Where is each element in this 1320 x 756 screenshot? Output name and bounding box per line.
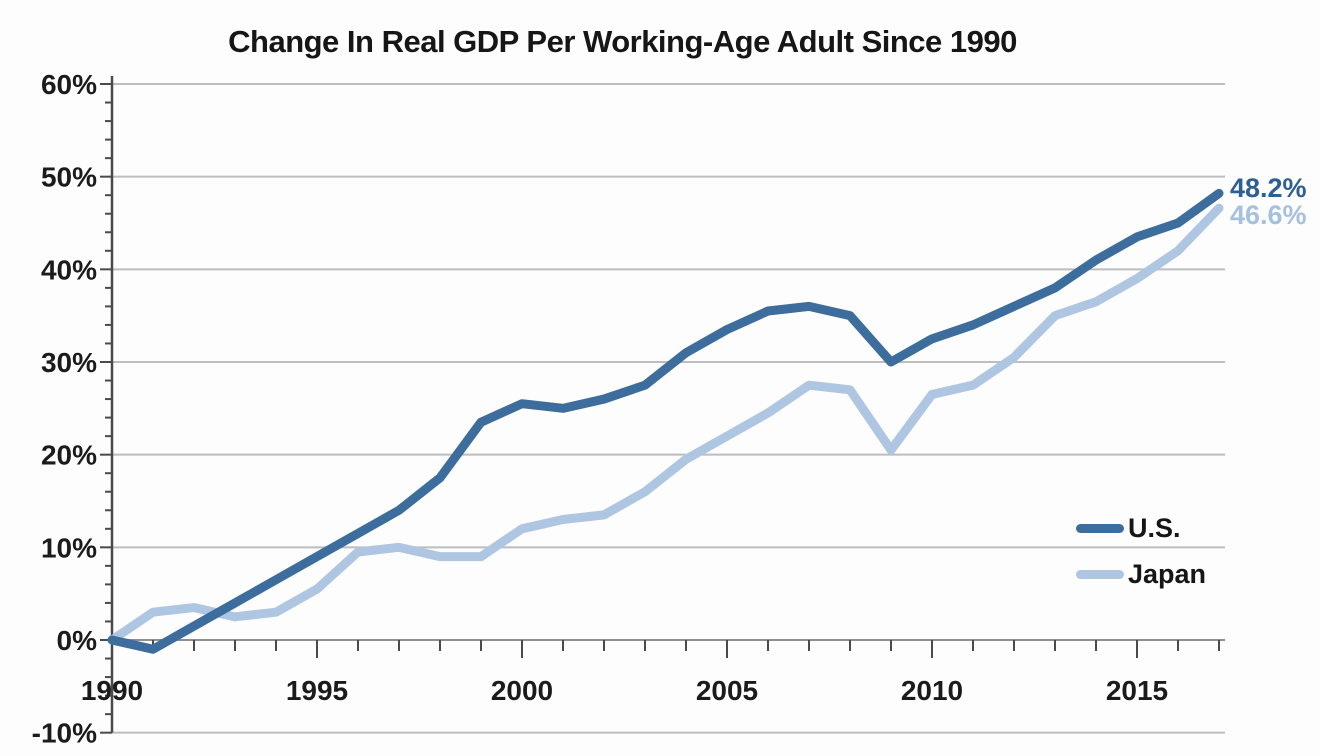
chart-title: Change In Real GDP Per Working-Age Adult… bbox=[228, 24, 1017, 59]
y-axis-label: 50% bbox=[41, 162, 97, 193]
legend-row-japan: Japan bbox=[1076, 551, 1206, 597]
x-axis-label: 1995 bbox=[286, 675, 348, 706]
y-axis-label: 40% bbox=[41, 254, 97, 285]
y-axis-label: 20% bbox=[41, 440, 97, 471]
series-line-japan bbox=[107, 203, 1224, 645]
x-axis-label: 2010 bbox=[901, 675, 963, 706]
us-end-value-label: 48.2% bbox=[1230, 173, 1307, 203]
y-axis-label: 30% bbox=[41, 347, 97, 378]
us-legend-label: U.S. bbox=[1128, 512, 1181, 543]
x-axis-label: 1990 bbox=[81, 675, 143, 706]
series-line-us bbox=[107, 188, 1224, 654]
y-axis-label: 0% bbox=[57, 625, 98, 656]
legend: U.S. Japan bbox=[1076, 505, 1206, 597]
us-legend-swatch bbox=[1076, 523, 1124, 533]
legend-row-us: U.S. bbox=[1076, 505, 1206, 551]
x-axis-label: 2000 bbox=[491, 675, 553, 706]
y-axis-label: 60% bbox=[41, 69, 97, 100]
x-axis-label: 2005 bbox=[696, 675, 758, 706]
japan-end-value-label: 46.6% bbox=[1230, 200, 1307, 230]
y-axis-label: -10% bbox=[32, 718, 97, 749]
japan-legend-label: Japan bbox=[1128, 558, 1207, 589]
japan-legend-swatch bbox=[1076, 569, 1124, 579]
y-axis-label: 10% bbox=[41, 532, 97, 563]
x-axis-label: 2015 bbox=[1106, 675, 1168, 706]
